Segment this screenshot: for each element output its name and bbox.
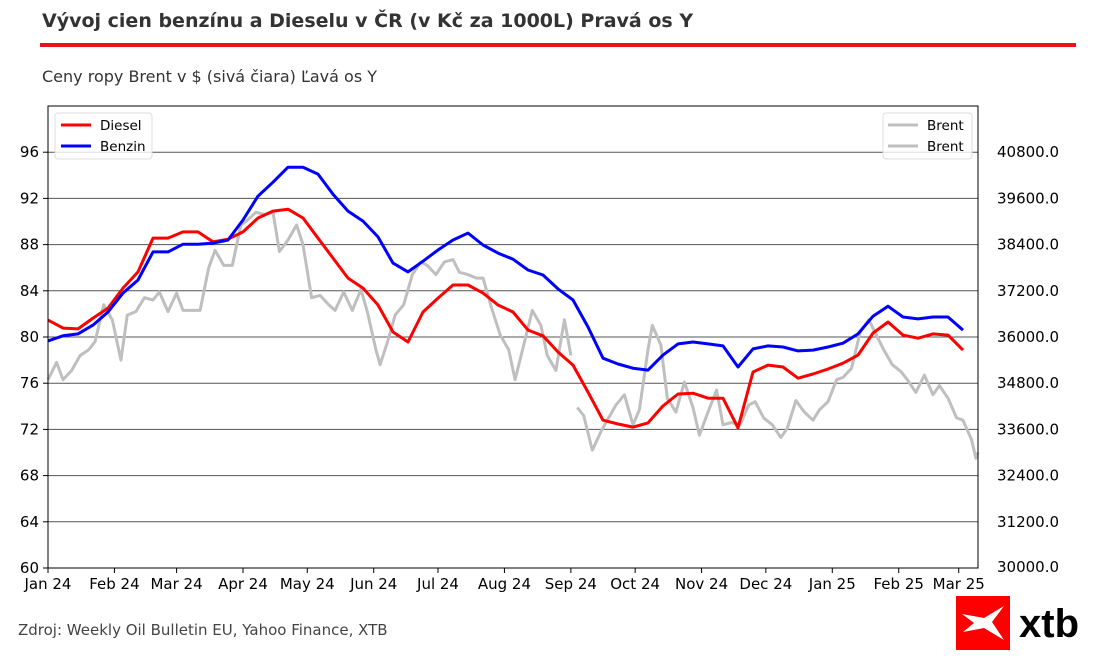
x-tick-label: May 24	[280, 575, 335, 593]
chart-subtitle: Ceny ropy Brent v $ (sivá čiara) Ľavá os…	[42, 67, 378, 86]
x-tick-label: Feb 24	[89, 575, 139, 593]
y-right-tick-label: 36000.0	[997, 328, 1059, 346]
legend-label-benzin: Benzin	[100, 139, 146, 155]
legend-label-diesel: Diesel	[100, 118, 142, 134]
y-left-tick-label: 96	[20, 143, 39, 161]
series-line-diesel-0	[47, 207, 965, 430]
x-tick-label: Jul 24	[416, 575, 459, 593]
y-right-tick-label: 34800.0	[997, 374, 1059, 392]
y-left-tick-label: 64	[20, 513, 39, 531]
axes: 60 64 68 72 76 80 84 88 92 96 30000.0 31200.0 32400.…	[20, 143, 1059, 593]
legend-label-brent-1: Brent	[927, 118, 964, 134]
series-line-brent-2	[46, 210, 573, 382]
legend-left: Diesel Benzin	[54, 112, 153, 160]
y-right-tick-label: 31200.0	[997, 513, 1059, 531]
legend-label-brent-2: Brent	[927, 139, 964, 155]
y-left-tick-label: 76	[20, 374, 39, 392]
series-lines	[46, 165, 980, 460]
source-note: Zdroj: Weekly Oil Bulletin EU, Yahoo Fin…	[18, 621, 388, 639]
x-tick-label: Dec 24	[739, 575, 792, 593]
xtb-logo: xtb	[956, 596, 1079, 650]
x-tick-label: Apr 24	[218, 575, 268, 593]
y-left-tick-label: 84	[20, 282, 39, 300]
series-line-brent-3	[576, 318, 980, 460]
y-left-tick-label: 88	[20, 236, 39, 254]
series-line-benzin-1	[47, 165, 964, 372]
y-left-tick-label: 92	[20, 189, 39, 207]
y-right-tick-label: 37200.0	[997, 282, 1059, 300]
xtb-logo-text: xtb	[1019, 602, 1079, 646]
y-right-tick-label: 32400.0	[997, 467, 1059, 485]
gridlines	[48, 151, 978, 523]
title-divider	[40, 43, 1076, 47]
y-left-tick-label: 68	[20, 467, 39, 485]
y-right-tick-label: 33600.0	[997, 420, 1059, 438]
y-left-tick-label: 80	[20, 328, 39, 346]
legend-right: Brent Brent	[882, 112, 973, 160]
y-left-tick-label: 60	[20, 559, 39, 577]
chart-title: Vývoj cien benzínu a Dieselu v ČR (v Kč …	[42, 10, 694, 32]
x-tick-label: Jun 24	[349, 575, 397, 593]
y-left-tick-label: 72	[20, 420, 39, 438]
x-tick-label: Jan 24	[24, 575, 72, 593]
x-tick-label: Jan 25	[808, 575, 856, 593]
x-tick-label: Mar 24	[150, 575, 202, 593]
x-tick-label: Aug 24	[478, 575, 531, 593]
x-tick-label: Oct 24	[610, 575, 660, 593]
x-tick-label: Nov 24	[675, 575, 728, 593]
y-right-tick-label: 38400.0	[997, 236, 1059, 254]
y-right-tick-label: 30000.0	[997, 558, 1059, 576]
y-right-tick-label: 40800.0	[997, 143, 1059, 161]
y-right-tick-label: 39600.0	[997, 189, 1059, 207]
x-tick-label: Feb 25	[874, 575, 924, 593]
x-tick-label: Sep 24	[545, 575, 597, 593]
x-tick-label: Mar 25	[933, 575, 985, 593]
